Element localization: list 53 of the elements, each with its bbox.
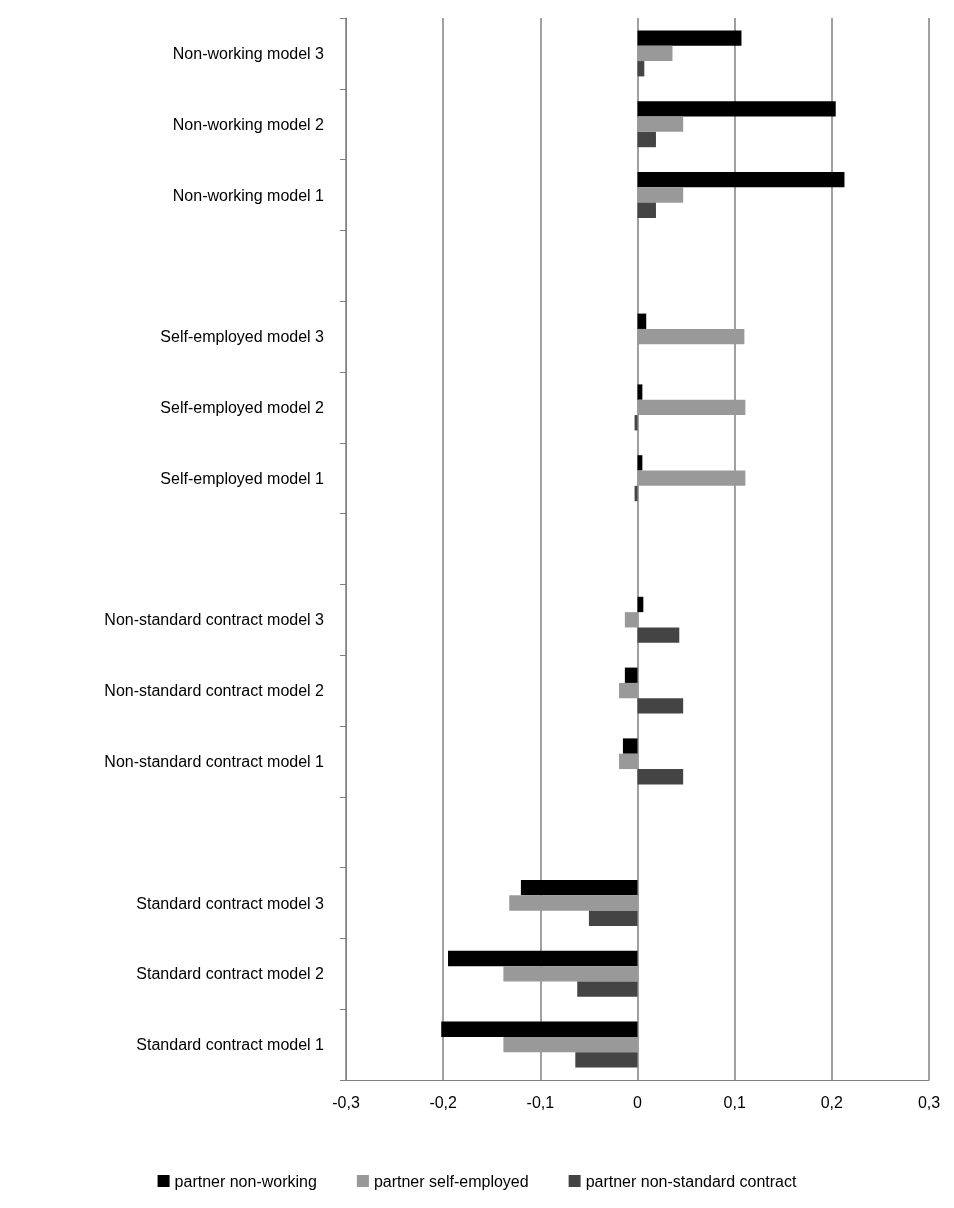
bar xyxy=(637,627,680,643)
legend-label: partner self-employed xyxy=(373,1172,529,1190)
bar xyxy=(520,879,638,896)
y-tick-label: Standard contract model 2 xyxy=(136,965,325,983)
bar xyxy=(637,470,746,486)
y-tick-label: Non-working model 1 xyxy=(172,186,325,204)
x-tick-label: 0,3 xyxy=(917,1093,941,1111)
y-tick-label: Non-working model 3 xyxy=(172,44,325,62)
bar xyxy=(575,1052,638,1068)
legend-label: partner non-working xyxy=(174,1172,317,1190)
bar xyxy=(634,415,638,431)
bar xyxy=(637,328,745,345)
bar xyxy=(441,1021,638,1037)
y-tick-label: Non-standard contract model 2 xyxy=(104,682,325,700)
bar xyxy=(588,910,638,927)
y-tick-label: Non-working model 2 xyxy=(172,115,325,133)
x-tick-label: -0,3 xyxy=(332,1093,360,1111)
y-tick-label: Non-standard contract model 3 xyxy=(104,611,325,629)
x-tick-label: 0,1 xyxy=(723,1093,746,1111)
bar xyxy=(637,30,742,46)
bar xyxy=(577,981,638,997)
bar xyxy=(624,667,638,683)
x-tick-label: 0,2 xyxy=(820,1093,844,1111)
bar xyxy=(637,101,836,117)
bar xyxy=(503,1036,638,1053)
bar xyxy=(503,966,638,982)
bar xyxy=(619,753,638,770)
y-tick-label: Self-employed model 1 xyxy=(160,469,325,487)
bar xyxy=(637,698,684,714)
y-tick-label: Self-employed model 2 xyxy=(160,398,325,416)
bar xyxy=(637,399,746,416)
bar xyxy=(637,45,673,62)
bar xyxy=(509,895,638,911)
bar xyxy=(637,202,656,219)
y-tick-label: Self-employed model 3 xyxy=(160,328,325,346)
y-tick-label: Standard contract model 1 xyxy=(136,1036,325,1054)
bar xyxy=(448,950,638,967)
bar xyxy=(637,187,684,203)
bar xyxy=(637,116,684,132)
x-tick-label: 0 xyxy=(633,1093,643,1111)
bar xyxy=(624,612,638,628)
y-tick-label: Non-standard contract model 1 xyxy=(104,752,325,770)
bar xyxy=(634,485,638,502)
bar xyxy=(637,171,845,188)
bar xyxy=(619,682,638,699)
bar xyxy=(637,313,647,329)
legend-label: partner non-standard contract xyxy=(585,1172,797,1190)
y-tick-label: Standard contract model 3 xyxy=(136,894,325,912)
bar xyxy=(622,738,638,754)
x-tick-label: -0,1 xyxy=(526,1093,555,1111)
bar xyxy=(637,131,656,148)
x-tick-label: -0,2 xyxy=(429,1093,458,1111)
bar xyxy=(637,769,684,785)
